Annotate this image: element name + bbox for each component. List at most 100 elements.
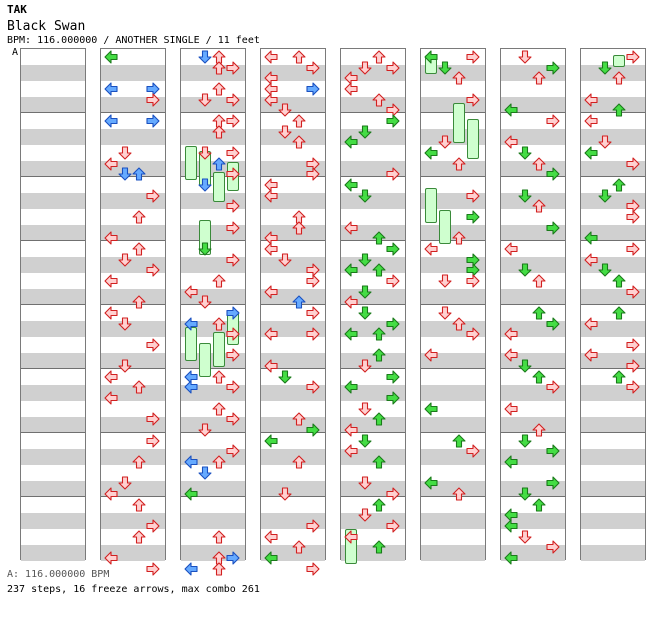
chart-column — [340, 48, 406, 564]
step-arrow-up-icon — [212, 402, 226, 416]
step-arrow-down-icon — [438, 306, 452, 320]
step-arrow-right-icon — [546, 444, 560, 458]
measure-line — [21, 368, 85, 369]
step-arrow-right-icon — [306, 306, 320, 320]
step-arrow-up-icon — [132, 380, 146, 395]
measure-line — [421, 240, 485, 241]
measure-line — [261, 432, 325, 433]
step-arrow-up-icon — [212, 157, 226, 171]
step-arrow-down-icon — [358, 359, 372, 373]
freeze-arrow — [185, 145, 197, 181]
step-arrow-right-icon — [626, 242, 640, 256]
beat-stripe — [261, 481, 325, 497]
step-arrow-right-icon — [466, 50, 480, 64]
beat-stripe — [21, 193, 85, 209]
step-arrow-right-icon — [226, 348, 240, 363]
step-arrow-down-icon — [198, 178, 212, 192]
step-arrow-right-icon — [146, 519, 160, 533]
beat-stripe — [21, 225, 85, 241]
step-arrow-down-icon — [358, 125, 372, 139]
measure-line — [501, 304, 565, 305]
step-arrow-down-icon — [518, 189, 532, 203]
measure-line — [181, 240, 245, 241]
step-arrow-down-icon — [518, 146, 532, 160]
chart-column — [260, 48, 326, 576]
step-arrow-right-icon — [226, 93, 240, 107]
beat-stripe — [21, 65, 85, 81]
step-arrow-up-icon — [212, 316, 226, 331]
beat-stripe — [101, 353, 165, 369]
step-arrow-left-icon — [264, 242, 278, 256]
beat-stripe — [341, 545, 405, 561]
step-arrow-up-icon — [292, 295, 306, 309]
step-arrow-left-icon — [104, 370, 118, 384]
step-arrow-down-icon — [118, 252, 132, 267]
step-arrow-up-icon — [612, 306, 626, 320]
step-arrow-right-icon — [626, 359, 640, 373]
step-arrow-right-icon — [306, 327, 320, 341]
step-arrow-left-icon — [344, 295, 358, 309]
step-arrow-right-icon — [226, 220, 240, 235]
step-arrow-right-icon — [386, 316, 400, 331]
step-arrow-left-icon — [344, 135, 358, 149]
beat-stripe — [421, 161, 485, 177]
step-arrow-left-icon — [264, 50, 278, 64]
step-arrow-up-icon — [612, 103, 626, 117]
step-arrow-left-icon — [104, 274, 118, 288]
step-arrow-right-icon — [626, 338, 640, 352]
step-arrow-left-icon — [104, 551, 118, 565]
step-arrow-up-icon — [292, 50, 306, 64]
step-arrow-left-icon — [104, 157, 118, 171]
step-arrow-down-icon — [518, 359, 532, 373]
step-arrow-left-icon — [184, 562, 198, 576]
measure-line — [421, 496, 485, 497]
chart-stats: 237 steps, 16 freeze arrows, max combo 2… — [7, 584, 260, 595]
step-arrow-right-icon — [626, 157, 640, 171]
measure-line — [341, 304, 405, 305]
beat-stripe — [21, 129, 85, 145]
step-arrow-right-icon — [466, 189, 480, 203]
step-arrow-up-icon — [132, 455, 146, 469]
step-arrow-down-icon — [118, 359, 132, 373]
step-arrow-up-icon — [292, 220, 306, 235]
measure-line — [261, 240, 325, 241]
step-arrow-down-icon — [358, 402, 372, 416]
step-arrow-right-icon — [226, 146, 240, 160]
step-arrow-right-icon — [466, 327, 480, 341]
step-arrow-right-icon — [386, 114, 400, 128]
measure-line — [421, 304, 485, 305]
measure-line — [581, 368, 645, 369]
step-arrow-up-icon — [612, 71, 626, 85]
step-arrow-right-icon — [146, 562, 160, 576]
step-arrow-right-icon — [146, 114, 160, 128]
step-arrow-left-icon — [584, 114, 598, 128]
beat-stripe — [101, 65, 165, 81]
step-arrow-left-icon — [584, 316, 598, 331]
step-arrow-up-icon — [292, 135, 306, 149]
measure-line — [581, 432, 645, 433]
step-arrow-right-icon — [386, 391, 400, 405]
beat-stripe — [421, 65, 485, 81]
step-arrow-left-icon — [344, 444, 358, 458]
chart-column — [100, 48, 166, 576]
measure-line — [261, 112, 325, 113]
freeze-arrow — [613, 55, 625, 67]
step-arrow-up-icon — [532, 306, 546, 320]
step-arrow-up-icon — [292, 540, 306, 554]
step-arrow-up-icon — [372, 412, 386, 426]
step-arrow-right-icon — [546, 380, 560, 395]
step-arrow-right-icon — [306, 61, 320, 75]
beat-stripe — [421, 513, 485, 529]
step-arrow-left-icon — [184, 487, 198, 501]
step-arrow-left-icon — [264, 284, 278, 299]
step-arrow-up-icon — [212, 455, 226, 469]
step-arrow-up-icon — [532, 157, 546, 171]
measure-line — [261, 368, 325, 369]
step-arrow-left-icon — [344, 263, 358, 277]
measure-line — [421, 432, 485, 433]
step-arrow-down-icon — [438, 274, 452, 288]
measure-line — [341, 368, 405, 369]
beat-stripe — [501, 417, 565, 433]
step-arrow-left-icon — [104, 487, 118, 501]
